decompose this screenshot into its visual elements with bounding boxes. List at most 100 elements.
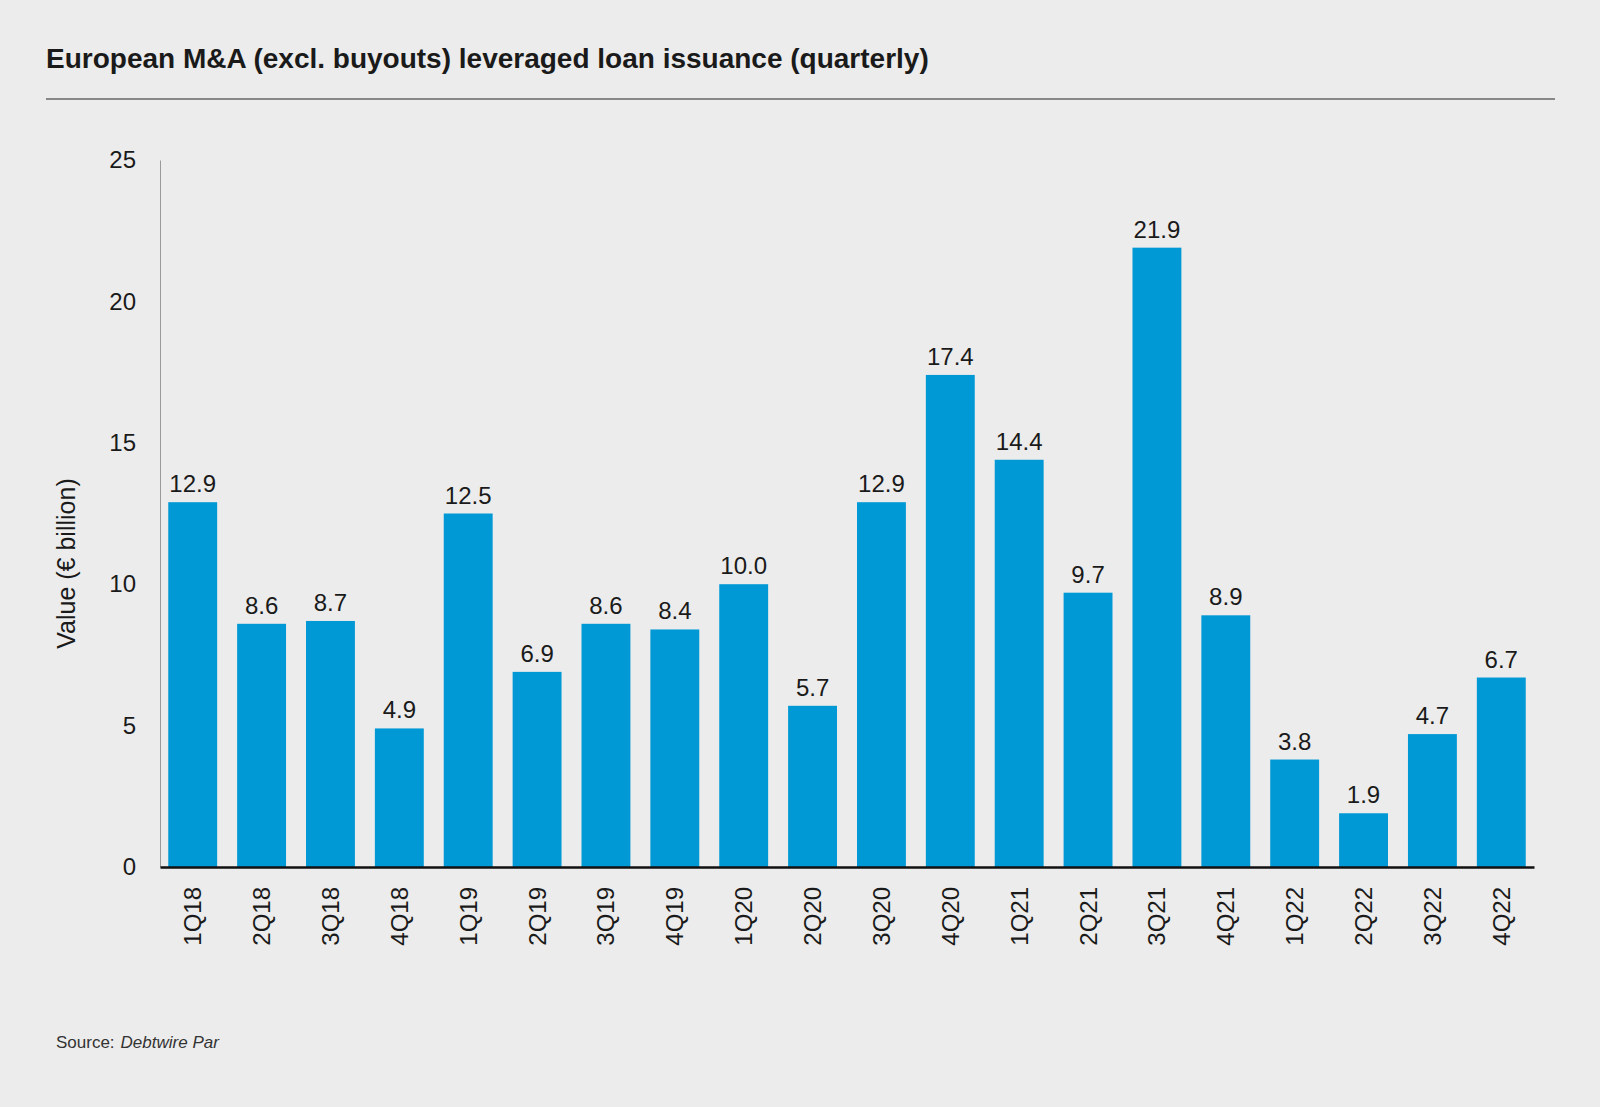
data-label: 10.0	[720, 552, 767, 579]
y-tick: 20	[109, 288, 136, 315]
y-tick-label: 10	[109, 570, 136, 597]
x-tick: 4Q19	[661, 887, 688, 946]
data-label: 5.7	[796, 674, 829, 701]
x-axis-line	[161, 866, 1535, 869]
y-tick: 0	[123, 853, 136, 880]
x-tick: 3Q20	[868, 887, 895, 946]
x-tick: 1Q22	[1281, 887, 1308, 946]
x-tick-label: 1Q22	[1281, 887, 1308, 946]
x-tick-label: 3Q22	[1419, 887, 1446, 946]
x-tick: 3Q18	[317, 887, 344, 946]
data-label: 6.9	[520, 640, 553, 667]
x-tick-label: 2Q20	[799, 887, 826, 946]
bar	[1201, 615, 1250, 867]
data-label: 8.6	[589, 592, 622, 619]
data-label: 21.9	[1134, 216, 1181, 243]
x-tick-label: 4Q22	[1488, 887, 1515, 946]
x-tick-label: 3Q21	[1143, 887, 1170, 946]
chart: European M&A (excl. buyouts) leveraged l…	[0, 0, 1600, 1107]
bar	[1064, 593, 1113, 867]
bar	[926, 375, 975, 867]
y-tick-label: 25	[109, 146, 136, 173]
x-tick: 2Q20	[799, 887, 826, 946]
data-label: 12.5	[445, 482, 492, 509]
x-tick-label: 4Q19	[661, 887, 688, 946]
x-tick: 2Q21	[1075, 887, 1102, 946]
y-tick-label: 0	[123, 853, 136, 880]
x-tick: 4Q22	[1488, 887, 1515, 946]
x-tick-label: 1Q18	[179, 887, 206, 946]
x-tick-label: 1Q21	[1006, 887, 1033, 946]
bar	[581, 624, 630, 867]
x-tick-label: 4Q21	[1212, 887, 1239, 946]
data-label: 12.9	[858, 470, 905, 497]
bar	[168, 502, 217, 867]
x-tick: 4Q20	[937, 887, 964, 946]
data-label: 6.7	[1485, 646, 1518, 673]
x-tick-label: 2Q21	[1075, 887, 1102, 946]
bar	[857, 502, 906, 867]
x-tick: 1Q18	[179, 887, 206, 946]
data-label: 17.4	[927, 343, 974, 370]
x-tick: 1Q20	[730, 887, 757, 946]
x-tick-label: 1Q20	[730, 887, 757, 946]
bars	[168, 248, 1525, 867]
data-label: 8.9	[1209, 583, 1242, 610]
x-tick: 2Q18	[248, 887, 275, 946]
bar	[444, 514, 493, 868]
y-axis: 0 5 10 15 20 25	[109, 146, 160, 880]
bar	[1477, 678, 1526, 867]
x-tick-label: 2Q18	[248, 887, 275, 946]
x-tick-label: 1Q19	[455, 887, 482, 946]
data-labels: 12.98.68.74.912.56.98.68.410.05.712.917.…	[169, 216, 1518, 809]
x-tick-label: 2Q19	[524, 887, 551, 946]
source-label: Source:	[56, 1033, 115, 1052]
data-label: 14.4	[996, 428, 1043, 455]
y-tick-label: 15	[109, 429, 136, 456]
bar	[1132, 248, 1181, 867]
bar	[719, 584, 768, 867]
bar	[650, 629, 699, 867]
x-tick: 2Q22	[1350, 887, 1377, 946]
x-tick: 4Q18	[386, 887, 413, 946]
bar	[995, 460, 1044, 867]
x-tick-label: 3Q19	[592, 887, 619, 946]
x-tick-label: 3Q20	[868, 887, 895, 946]
data-label: 1.9	[1347, 781, 1380, 808]
y-tick-label: 5	[123, 712, 136, 739]
bar	[788, 706, 837, 867]
title: European M&A (excl. buyouts) leveraged l…	[46, 43, 929, 74]
data-label: 8.7	[314, 589, 347, 616]
y-axis-title: Value (€ billion)	[52, 478, 80, 648]
data-label: 4.7	[1416, 702, 1449, 729]
bar	[1270, 760, 1319, 867]
x-tick: 1Q21	[1006, 887, 1033, 946]
bar	[1339, 813, 1388, 867]
x-axis: 1Q18 2Q18 3Q18 4Q18 1Q19 2Q19 3Q19 4Q19 1Q20 2Q20…	[161, 868, 1535, 946]
x-tick: 2Q19	[524, 887, 551, 946]
source: Source: Debtwire Par	[56, 1033, 220, 1052]
x-tick-label: 4Q20	[937, 887, 964, 946]
y-tick: 15	[109, 429, 136, 456]
bar	[375, 728, 424, 867]
y-tick: 10	[109, 570, 136, 597]
bar	[306, 621, 355, 867]
x-tick: 3Q19	[592, 887, 619, 946]
source-text: Debtwire Par	[121, 1033, 221, 1052]
bar	[513, 672, 562, 867]
x-tick: 3Q21	[1143, 887, 1170, 946]
data-label: 9.7	[1071, 561, 1104, 588]
data-label: 8.6	[245, 592, 278, 619]
data-label: 12.9	[169, 470, 216, 497]
y-tick: 5	[123, 712, 136, 739]
x-tick: 4Q21	[1212, 887, 1239, 946]
data-label: 3.8	[1278, 728, 1311, 755]
x-tick-label: 3Q18	[317, 887, 344, 946]
x-tick-label: 4Q18	[386, 887, 413, 946]
y-tick-label: 20	[109, 288, 136, 315]
bar	[237, 624, 286, 867]
x-tick: 3Q22	[1419, 887, 1446, 946]
data-label: 8.4	[658, 597, 691, 624]
title-rule	[46, 98, 1555, 99]
x-tick: 1Q19	[455, 887, 482, 946]
